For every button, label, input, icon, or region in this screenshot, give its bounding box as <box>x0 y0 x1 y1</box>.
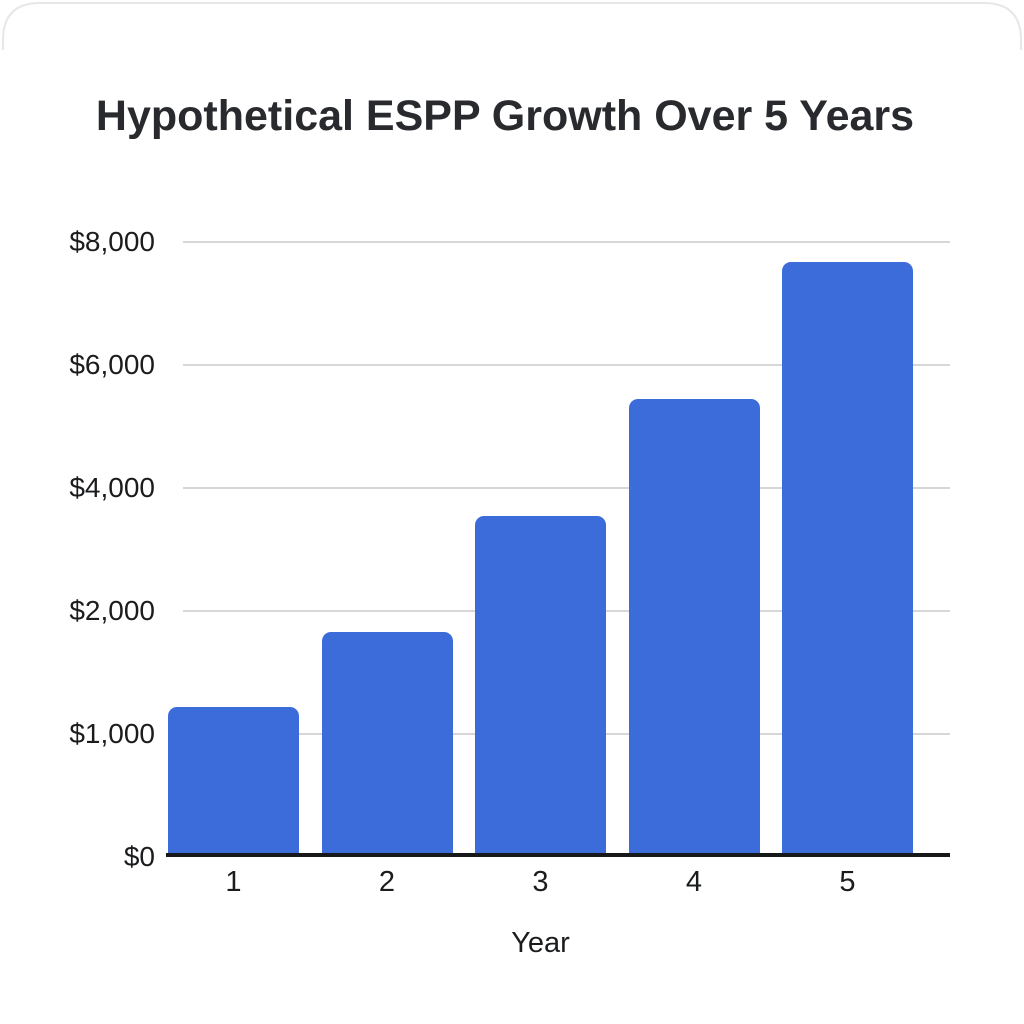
bar-year-3 <box>475 515 606 857</box>
chart-title: Hypothetical ESPP Growth Over 5 Years <box>95 92 915 140</box>
x-axis-tick-label: 5 <box>839 866 856 898</box>
gridline <box>183 241 950 243</box>
x-axis-line <box>166 853 950 857</box>
x-axis-tick-label: 2 <box>378 866 396 898</box>
x-axis-tick-label: 1 <box>225 866 242 898</box>
y-axis-tick-label: $2,000 <box>69 595 155 626</box>
y-axis-tick-label: $8,000 <box>69 226 155 257</box>
bar-year-4 <box>628 398 760 857</box>
bar-year-1 <box>168 706 299 857</box>
card-top-border <box>2 2 1022 50</box>
bar-year-2 <box>321 631 453 857</box>
y-axis-tick-label: $6,000 <box>69 349 155 380</box>
gridline <box>183 364 950 366</box>
bar-year-5 <box>782 262 913 857</box>
y-axis-tick-label: $0 <box>123 841 155 872</box>
y-axis-tick-label: $4,000 <box>69 472 155 503</box>
x-axis-tick-label: 4 <box>685 866 703 898</box>
x-axis-title: Year <box>511 927 570 959</box>
y-axis-tick-label: $1,000 <box>69 718 155 749</box>
gridline <box>183 487 950 489</box>
x-axis-tick-label: 3 <box>532 866 549 898</box>
